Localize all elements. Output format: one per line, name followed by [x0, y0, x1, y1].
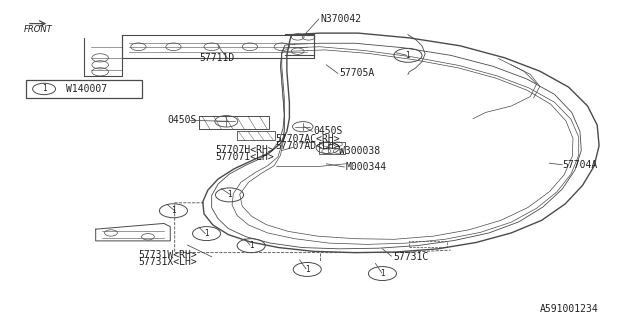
Text: A591001234: A591001234 — [540, 304, 598, 314]
Text: 0450S: 0450S — [167, 115, 196, 125]
Text: 57731C: 57731C — [394, 252, 429, 262]
Text: 57707I<LH>: 57707I<LH> — [215, 152, 274, 163]
Text: 1: 1 — [227, 190, 232, 199]
Text: 57711D: 57711D — [199, 53, 234, 63]
Text: 57705A: 57705A — [339, 68, 374, 78]
Text: 1: 1 — [380, 269, 385, 278]
Text: 57707H<RH>: 57707H<RH> — [215, 146, 274, 156]
Text: 57704A: 57704A — [562, 160, 597, 170]
Text: 0450S: 0450S — [314, 126, 343, 136]
Text: 57731W<RH>: 57731W<RH> — [138, 250, 197, 260]
FancyBboxPatch shape — [26, 80, 142, 98]
Text: FRONT: FRONT — [24, 25, 52, 35]
Text: 1: 1 — [249, 241, 253, 250]
Text: 1: 1 — [305, 265, 310, 274]
Text: N370042: N370042 — [320, 14, 361, 24]
Text: 57707AC<RH>: 57707AC<RH> — [275, 134, 340, 144]
Text: 1: 1 — [406, 51, 410, 60]
Text: 57731X<LH>: 57731X<LH> — [138, 257, 197, 267]
Text: W300038: W300038 — [339, 146, 380, 156]
Text: 1: 1 — [42, 84, 47, 93]
Text: 1: 1 — [171, 206, 176, 215]
Text: W140007: W140007 — [67, 84, 108, 94]
Text: M000344: M000344 — [346, 162, 387, 172]
Text: 57707AD<LH>: 57707AD<LH> — [275, 141, 340, 151]
Text: 1: 1 — [204, 229, 209, 238]
